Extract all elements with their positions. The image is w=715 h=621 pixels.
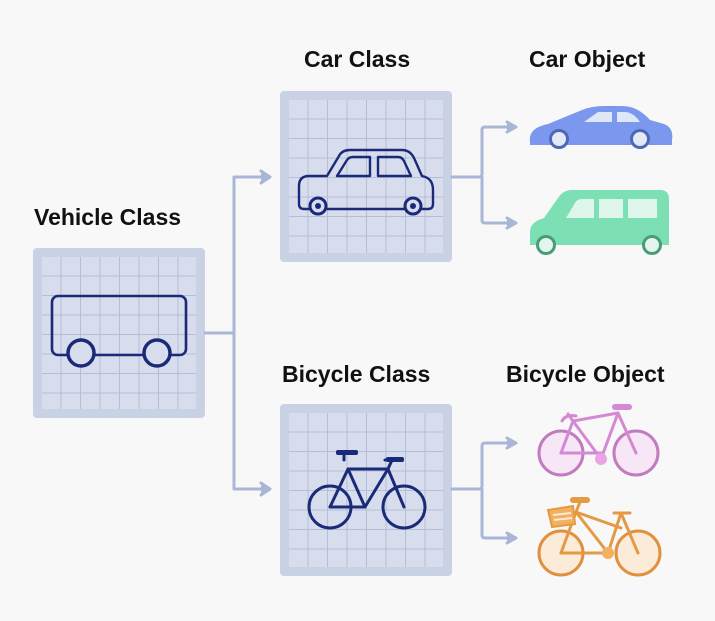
car-outline-icon	[297, 148, 435, 216]
pink-bicycle-crank	[595, 453, 607, 465]
connector-bicycle-to-objects	[450, 441, 513, 540]
car-class-title: Car Class	[304, 46, 411, 72]
arrowhead-car-class	[259, 169, 272, 185]
arrowhead-car-object-2	[505, 216, 518, 230]
connector-vehicle-to-bicycle	[232, 331, 268, 491]
vehicle-class-title: Vehicle Class	[34, 204, 182, 230]
arrowhead-car-object-1	[505, 120, 518, 134]
pink-bicycle-icon	[537, 411, 660, 477]
connector-car-to-objects	[450, 125, 513, 225]
bicycle-outline-seat	[336, 450, 358, 455]
orange-bicycle-crank	[602, 547, 614, 559]
arrowhead-bicycle-object-2	[505, 531, 518, 545]
connector-vehicle-to-car	[203, 175, 268, 335]
blue-sedan-icon	[529, 106, 673, 149]
bicycle-outline-icon	[307, 451, 427, 530]
bicycle-object-title: Bicycle Object	[506, 361, 665, 387]
orange-bicycle-basket-icon	[546, 504, 577, 529]
bicycle-outline-handlebar	[386, 457, 404, 462]
bicycle-class-title: Bicycle Class	[282, 361, 431, 387]
vehicle-class-panel	[33, 248, 205, 418]
vehicle-outline-icon	[50, 294, 188, 368]
pink-bicycle-seat	[612, 404, 632, 410]
car-object-title: Car Object	[529, 46, 646, 72]
orange-bicycle-icon	[537, 500, 662, 577]
connectors	[203, 120, 518, 545]
green-van-icon	[530, 190, 669, 255]
orange-bicycle-seat	[570, 497, 590, 503]
arrowhead-bicycle-object-1	[505, 436, 518, 450]
bicycle-class-panel	[280, 404, 452, 576]
arrowhead-bicycle-class	[259, 481, 272, 497]
